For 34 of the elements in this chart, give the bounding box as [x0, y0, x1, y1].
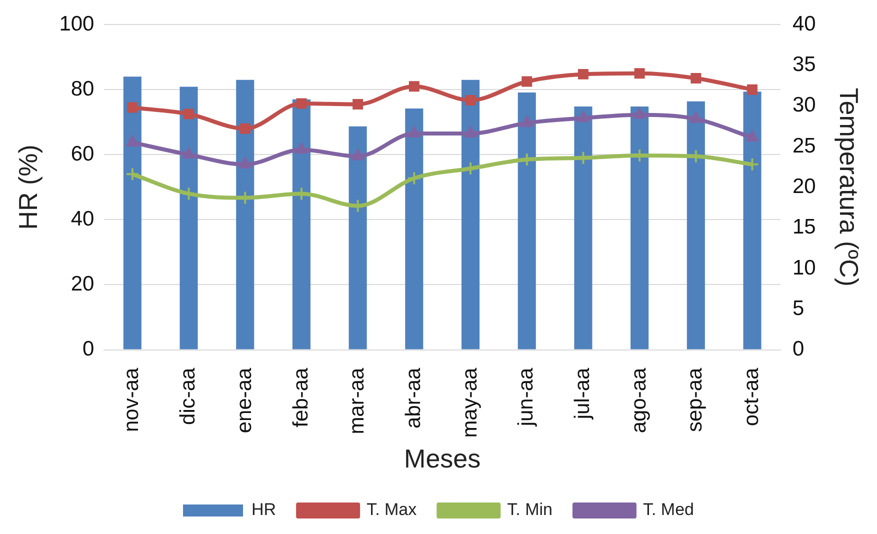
- x-tick-label: jul-aa: [571, 367, 594, 420]
- y2-axis-title: Temperatura (ºC): [834, 88, 864, 287]
- x-tick-label: mar-aa: [346, 367, 369, 434]
- y2-tick-label: 30: [792, 94, 816, 117]
- y2-tick-label: 10: [792, 256, 816, 280]
- legend-label: HR: [252, 500, 276, 520]
- x-tick-label: abr-aa: [402, 367, 425, 428]
- x-axis-title: Meses: [404, 444, 481, 474]
- y2-tick-label: 35: [792, 53, 816, 76]
- x-tick-label: ene-aa: [232, 367, 256, 434]
- legend-label: T. Min: [507, 500, 552, 520]
- y-tick-label: 80: [70, 77, 94, 100]
- y-tick-label: 40: [70, 208, 94, 231]
- x-tick-label: nov-aa: [120, 367, 144, 432]
- y2-tick-label: 15: [792, 216, 816, 239]
- y2-tick-label: 20: [792, 174, 816, 198]
- y2-tick-label: 40: [792, 12, 816, 36]
- y2-tick-label: 5: [792, 296, 804, 320]
- y2-tick-label: 25: [792, 134, 816, 158]
- x-tick-label: oct-aa: [740, 367, 764, 426]
- legend-label: T. Med: [642, 500, 694, 520]
- y-axis-title: HR (%): [12, 144, 43, 230]
- y-tick-label: 20: [70, 272, 94, 296]
- y-tick-label: 100: [59, 12, 94, 36]
- x-tick-label: ago-aa: [627, 367, 650, 434]
- x-tick-label: feb-aa: [289, 367, 312, 428]
- legend-label: T. Max: [366, 500, 418, 520]
- y-tick-label: 0: [82, 338, 94, 361]
- x-tick-label: dic-aa: [176, 367, 200, 425]
- y2-tick-label: 0: [792, 338, 804, 361]
- y-tick-label: 60: [70, 142, 94, 166]
- x-tick-label: may-aa: [458, 367, 482, 438]
- x-tick-label: jun-aa: [514, 367, 538, 428]
- x-tick-label: sep-aa: [684, 367, 707, 432]
